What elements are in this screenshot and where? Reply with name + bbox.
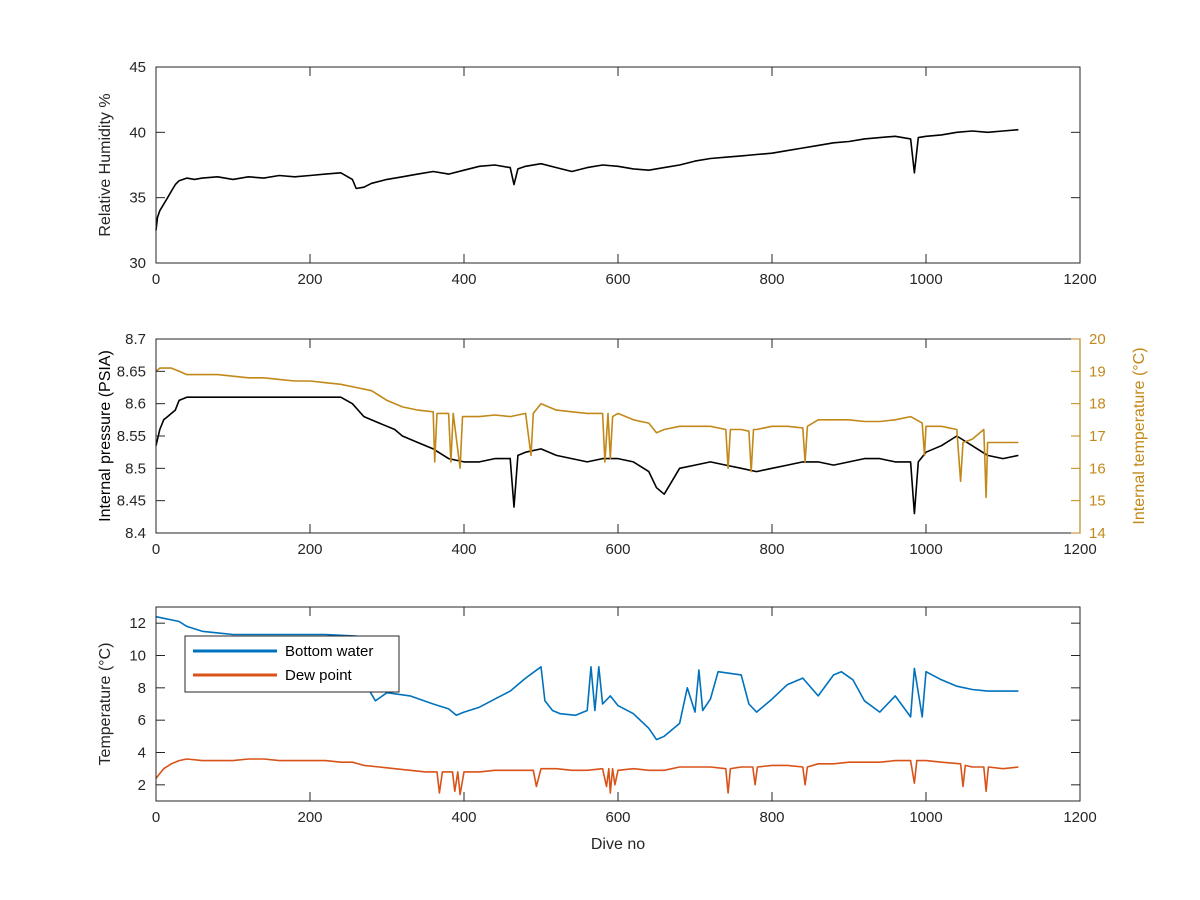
plot-area (156, 339, 1080, 533)
x-tick-label: 1200 (1063, 809, 1096, 826)
right-y-tick-label: 15 (1089, 493, 1106, 510)
y-tick-label: 10 (129, 648, 146, 665)
x-tick-label: 600 (605, 541, 630, 558)
x-tick-label: 1200 (1063, 271, 1096, 288)
right-y-tick-label: 16 (1089, 460, 1106, 477)
y-tick-label: 8.65 (117, 363, 146, 380)
y-tick-label: 2 (138, 777, 146, 794)
x-tick-label: 800 (759, 271, 784, 288)
y-tick-label: 40 (129, 124, 146, 141)
x-tick-label: 0 (152, 271, 160, 288)
water-temperature-panel: 0 200 400 600 800 1000 1200 2 4 6 8 10 12 Temperature… (97, 606, 1097, 853)
x-tick-label: 800 (759, 809, 784, 826)
x-tick-label: 200 (297, 271, 322, 288)
legend-label-bottom-water: Bottom water (285, 643, 373, 660)
pressure-temperature-panel: 0 200 400 600 800 1000 1200 8.4 8.45 8.5 8.55 8.6 8.… (97, 331, 1148, 558)
right-y-tick-label: 20 (1089, 331, 1106, 348)
x-tick-label: 400 (451, 809, 476, 826)
series-0-line (155, 396, 1019, 515)
y-tick-label: 45 (129, 59, 146, 76)
y-tick-label: 8 (138, 680, 146, 697)
plot-area (156, 67, 1080, 263)
right-y-tick-label: 17 (1089, 428, 1106, 445)
x-tick-label: 600 (605, 809, 630, 826)
y-tick-label: 30 (129, 255, 146, 272)
y-tick-label: 35 (129, 190, 146, 207)
humidity-panel: 0 200 400 600 800 1000 1200 30 35 40 45 Relative Hu… (97, 59, 1097, 288)
x-tick-label: 200 (297, 809, 322, 826)
x-axis-title: Dive no (591, 836, 645, 853)
x-tick-label: 600 (605, 271, 630, 288)
y-tick-label: 8.6 (125, 396, 146, 413)
right-y-tick-label: 19 (1089, 363, 1106, 380)
x-tick-label: 1000 (909, 809, 942, 826)
y-axis-title: Temperature (°C) (97, 643, 114, 766)
y-tick-label: 6 (138, 712, 146, 729)
y-tick-label: 12 (129, 615, 146, 632)
dew-point-line (155, 758, 1019, 796)
x-tick-label: 1200 (1063, 541, 1096, 558)
y-tick-label: 4 (138, 745, 146, 762)
y-tick-label: 8.4 (125, 525, 146, 542)
right-y-tick-label: 14 (1089, 525, 1106, 542)
y-tick-label: 8.5 (125, 460, 146, 477)
legend-label-dew-point: Dew point (285, 667, 353, 684)
y-tick-label: 8.55 (117, 428, 146, 445)
y-tick-label: 8.7 (125, 331, 146, 348)
right-y-tick-label: 18 (1089, 396, 1106, 413)
x-tick-label: 400 (451, 541, 476, 558)
series-1-line (155, 367, 1019, 499)
legend-box (184, 635, 400, 693)
x-tick-label: 0 (152, 809, 160, 826)
x-tick-label: 1000 (909, 541, 942, 558)
x-tick-label: 800 (759, 541, 784, 558)
x-tick-label: 0 (152, 541, 160, 558)
y-axis-title: Relative Humidity % (97, 93, 114, 236)
x-tick-label: 1000 (909, 271, 942, 288)
legend: Bottom water Dew point (184, 635, 400, 693)
x-tick-label: 400 (451, 271, 476, 288)
series-0-line (155, 128, 1019, 231)
right-y-axis-title: Internal temperature (°C) (1131, 347, 1148, 524)
x-tick-label: 200 (297, 541, 322, 558)
y-tick-label: 8.45 (117, 493, 146, 510)
y-axis-title: Internal pressure (PSIA) (97, 350, 114, 522)
